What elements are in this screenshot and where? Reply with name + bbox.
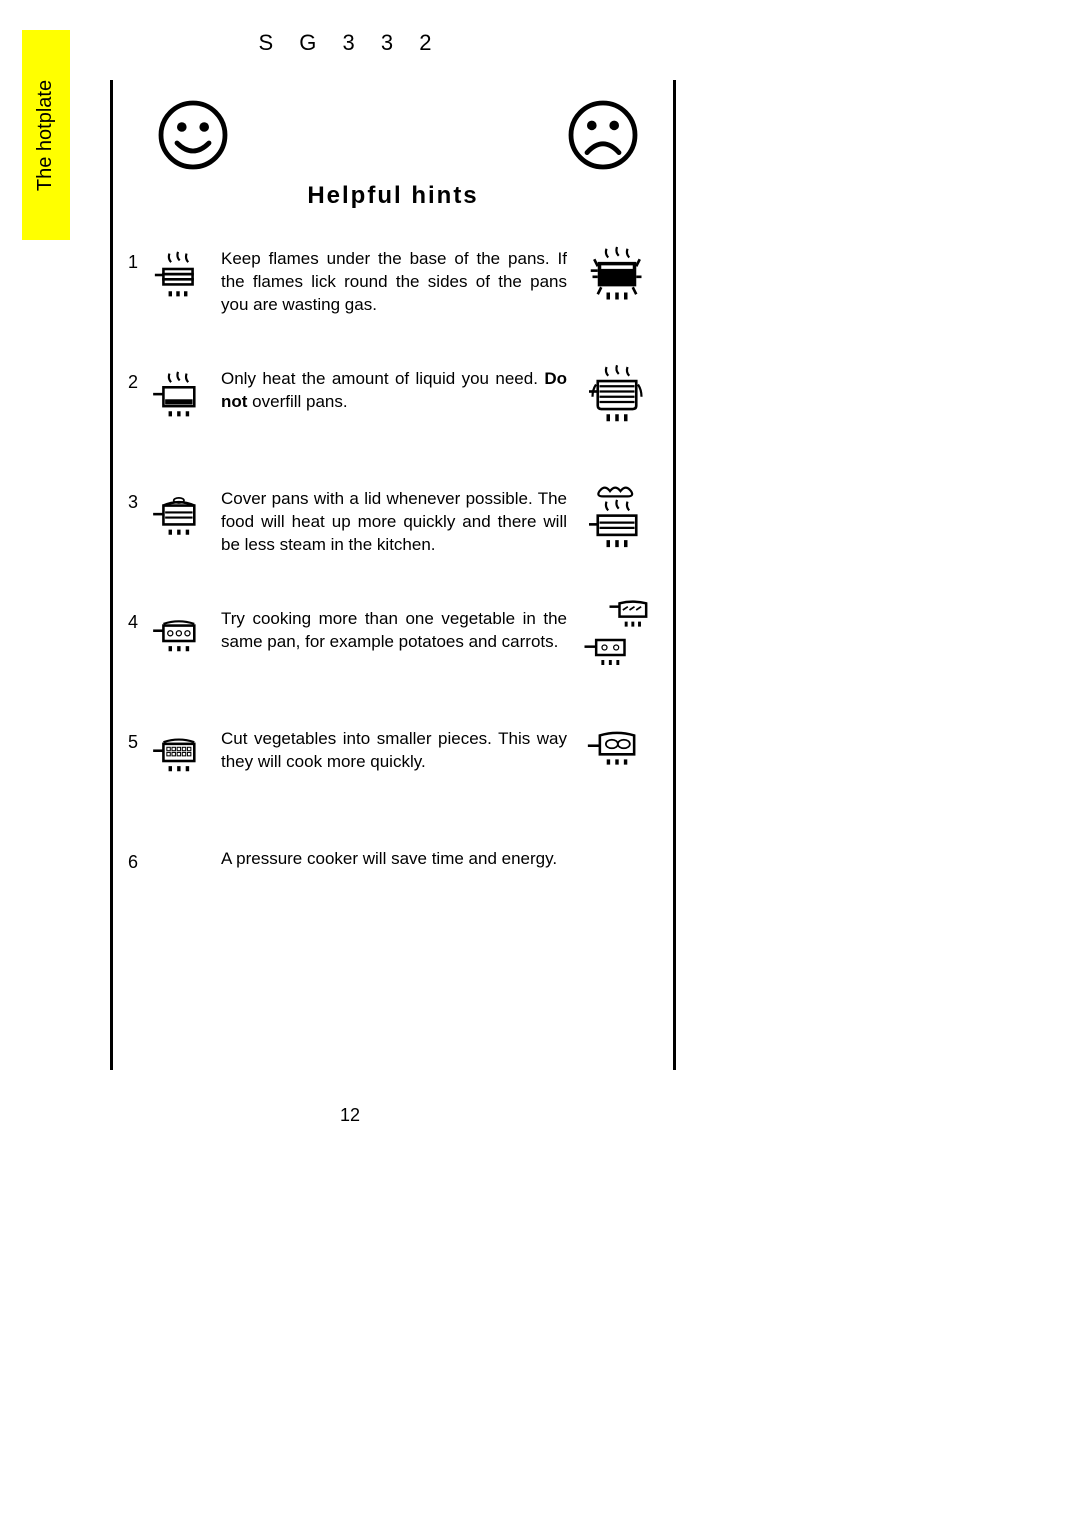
hint-row: 4 Try cooking more than one vegetable in…	[113, 590, 673, 710]
frown-icon	[563, 95, 643, 175]
hint-text: Try cooking more than one vegetable in t…	[213, 600, 577, 654]
empty-icon	[143, 840, 213, 910]
pan-small-pieces-icon	[143, 720, 213, 790]
smiley-icon	[153, 95, 233, 175]
hint-number: 4	[123, 600, 143, 633]
hint-row: 6 A pressure cooker will save time and e…	[113, 830, 673, 920]
pan-steam-icon	[577, 480, 657, 560]
side-tab: The hotplate	[22, 30, 70, 240]
hint-row: 2 Only heat the amount of liquid you nee…	[113, 350, 673, 470]
side-tab-label: The hotplate	[35, 79, 58, 190]
pan-flames-around-icon	[577, 240, 657, 310]
faces-row	[113, 80, 673, 190]
page-content: Helpful hints 1 Keep flames under the ba…	[110, 80, 676, 1070]
pan-with-lid-icon	[143, 480, 213, 550]
pan-mixed-veg-icon	[143, 600, 213, 670]
hint-text: Cover pans with a lid whenever possible.…	[213, 480, 577, 557]
pan-partial-fill-icon	[143, 360, 213, 430]
pan-large-pieces-icon	[577, 720, 657, 780]
hint-row: 5 Cut vegetables into smaller pieces. Th…	[113, 710, 673, 830]
hint-number: 5	[123, 720, 143, 753]
hint-text: A pressure cooker will save time and ene…	[213, 840, 577, 871]
two-pans-icon	[577, 600, 657, 700]
hint-text: Keep flames under the base of the pans. …	[213, 240, 577, 317]
hint-number: 2	[123, 360, 143, 393]
pan-overfill-icon	[577, 360, 657, 430]
hint-number: 3	[123, 480, 143, 513]
model-code: S G 3 3 2	[0, 30, 700, 56]
hint-row: 1 Keep flames under the base of the pans…	[113, 230, 673, 350]
hint-number: 1	[123, 240, 143, 273]
page-heading: Helpful hints	[113, 182, 673, 210]
hint-text: Cut vegetables into smaller pieces. This…	[213, 720, 577, 774]
hint-text: Only heat the amount of liquid you need.…	[213, 360, 577, 414]
pan-flames-under-icon	[143, 240, 213, 310]
hint-row: 3 Cover pans with a lid whenever possibl…	[113, 470, 673, 590]
page-number: 12	[0, 1105, 700, 1126]
hint-number: 6	[123, 840, 143, 873]
